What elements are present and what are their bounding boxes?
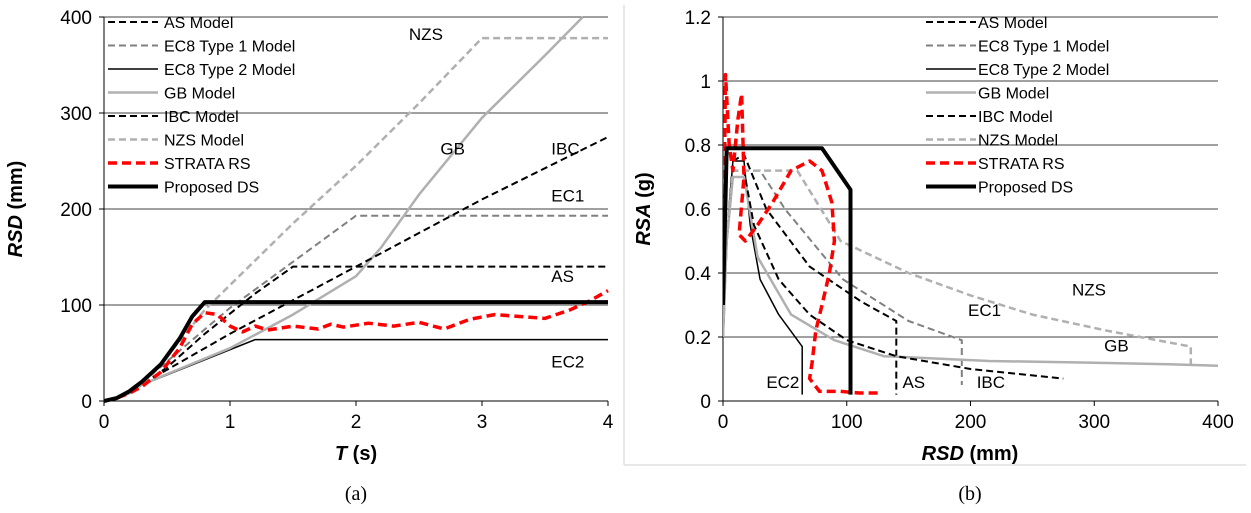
series-line-ibc-model <box>104 136 609 402</box>
y-tick-label: 200 <box>60 200 92 221</box>
x-tick-label: 2 <box>351 412 362 433</box>
x-axis-title: RSD (mm) <box>922 443 1019 465</box>
annotation-label: NZS <box>1072 280 1106 299</box>
y-tick-label: 1 <box>700 72 711 93</box>
y-axis-title: RSD (mm) <box>5 161 27 258</box>
series-line-as-model <box>104 265 608 402</box>
legend-label: NZS Model <box>164 133 244 150</box>
chart-panel-a: 0 100 200 300 400 0 1 2 3 4 AS Model EC8 Type 1 Mod… <box>5 8 614 505</box>
annotation-label: AS <box>902 373 925 392</box>
series-line-proposed-ds <box>104 300 608 403</box>
legend: AS Model EC8 Type 1 Model EC8 Type 2 Model… <box>926 15 1109 197</box>
annotation-label: GB <box>1104 336 1129 355</box>
legend-label: EC8 Type 1 Model <box>978 39 1109 56</box>
chart-panel-b: 0 0.2 0.4 0.6 0.8 1 1.2 0 100 200 300 400 AS Model EC… <box>633 8 1234 505</box>
legend-label: IBC Model <box>978 109 1053 126</box>
y-tick-label: 300 <box>60 104 92 125</box>
series-line-nzs-model <box>104 36 608 403</box>
legend-label: AS Model <box>978 15 1047 32</box>
series-line-strata-rs <box>723 72 878 395</box>
y-tick-label: 0 <box>700 392 711 413</box>
legend-label: Proposed DS <box>164 180 259 197</box>
annotation-label: EC1 <box>551 186 584 205</box>
x-tick-label: 100 <box>831 412 863 433</box>
legend-label: GB Model <box>164 86 235 103</box>
annotation-label: NZS <box>409 25 443 44</box>
panel-caption: (b) <box>958 483 981 505</box>
legend-label: EC8 Type 2 Model <box>978 62 1109 79</box>
annotation-label: AS <box>551 267 574 286</box>
x-tick-label: 4 <box>603 412 614 433</box>
legend-label: STRATA RS <box>164 156 251 173</box>
legend-label: EC8 Type 2 Model <box>164 62 295 79</box>
legend: AS Model EC8 Type 1 Model EC8 Type 2 Model… <box>108 15 295 197</box>
x-tick-label: 3 <box>477 412 488 433</box>
annotation-label: GB <box>440 139 465 158</box>
x-tick-label: 0 <box>718 412 729 433</box>
y-tick-label: 0.6 <box>685 200 711 221</box>
y-tick-label: 100 <box>60 296 92 317</box>
legend-label: AS Model <box>164 15 233 32</box>
x-tick-label: 200 <box>955 412 987 433</box>
y-tick-label: 0.8 <box>685 136 711 157</box>
series-group <box>104 16 609 403</box>
x-tick-label: 0 <box>99 412 110 433</box>
legend-label: Proposed DS <box>978 180 1073 197</box>
series-line-ec8-type-1-model <box>104 214 608 402</box>
annotation-label: EC2 <box>551 352 584 371</box>
annotation-label: EC1 <box>968 301 1001 320</box>
legend-label: IBC Model <box>164 109 239 126</box>
x-axis-title: T (s) <box>335 443 377 465</box>
y-axis-title: RSA (g) <box>633 172 655 245</box>
y-tick-label: 400 <box>60 8 92 29</box>
legend-label: STRATA RS <box>978 156 1065 173</box>
legend-label: EC8 Type 1 Model <box>164 39 295 56</box>
series-line-ec8-type-1-model <box>723 169 963 385</box>
legend-label: GB Model <box>978 86 1049 103</box>
y-tick-label: 1.2 <box>685 8 711 29</box>
annotation-label: IBC <box>551 139 579 158</box>
legend-label: NZS Model <box>978 133 1058 150</box>
y-tick-label: 0 <box>81 392 92 413</box>
x-tick-label: 400 <box>1202 412 1234 433</box>
panel-caption: (a) <box>345 483 367 505</box>
series-line-ec8-type-2-model <box>104 338 608 402</box>
x-tick-label: 300 <box>1078 412 1110 433</box>
series-line-proposed-ds <box>723 146 853 395</box>
annotation-label: EC2 <box>766 373 799 392</box>
series-group <box>723 72 1219 395</box>
series-line-strata-rs <box>104 289 609 403</box>
annotation-label: IBC <box>977 373 1005 392</box>
series-line-ec8-type-2-model <box>723 160 803 395</box>
x-tick-label: 1 <box>225 412 236 433</box>
y-tick-label: 0.4 <box>685 264 712 285</box>
y-tick-label: 0.2 <box>685 328 711 349</box>
